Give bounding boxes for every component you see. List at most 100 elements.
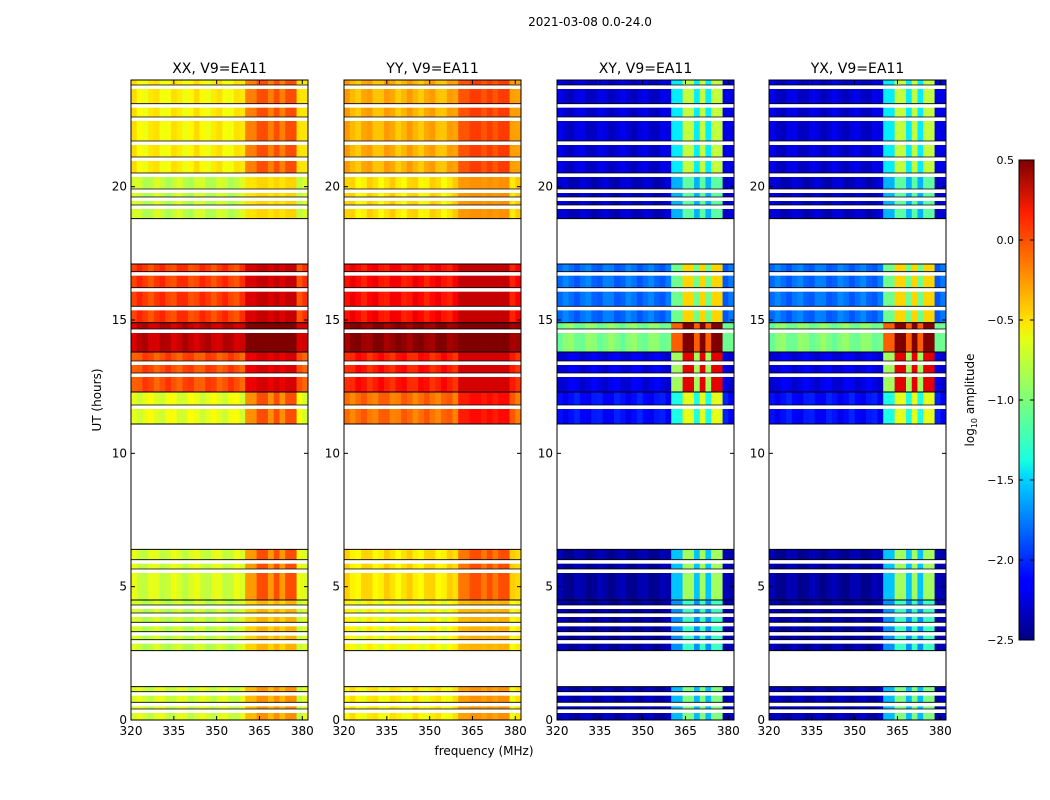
colorbar-label-prefix: log [963, 428, 977, 446]
heatmap-cell [774, 352, 781, 392]
heatmap-cell [676, 173, 684, 219]
heatmap-cell [642, 80, 649, 174]
heatmap-cell [636, 549, 644, 600]
heatmap-cell [486, 173, 493, 219]
heatmap-cell [279, 80, 286, 174]
heatmap-cell [153, 264, 160, 323]
heatmap-cell [233, 549, 240, 600]
heatmap-cell [170, 352, 178, 392]
heatmap-cell [654, 173, 661, 219]
flagged-row [344, 622, 521, 627]
heatmap-cell [917, 173, 924, 219]
heatmap-cell [498, 80, 505, 174]
panel-frame [556, 79, 735, 721]
heatmap-cell [699, 549, 706, 600]
heatmap-cell [900, 549, 907, 600]
heatmap-cell [871, 80, 878, 174]
heatmap-cell [608, 173, 615, 219]
heatmap-cell [515, 173, 522, 219]
heatmap-cell [614, 549, 621, 600]
heatmap-cell [769, 322, 776, 352]
heatmap-cell [182, 549, 189, 600]
flagged-row [344, 373, 521, 377]
heatmap-cell [596, 322, 604, 352]
heatmap-cell [285, 264, 292, 323]
flagged-row [557, 85, 734, 89]
heatmap-cell [808, 173, 816, 219]
heatmap-cell [355, 352, 362, 392]
x-axis-label: frequency (MHz) [434, 744, 533, 758]
heatmap-cell [923, 80, 930, 174]
flagged-row [769, 605, 946, 609]
heatmap-cell [296, 352, 303, 392]
heatmap-cell [401, 322, 408, 352]
heatmap-cell [871, 322, 878, 352]
heatmap-cell [837, 352, 844, 392]
heatmap-cell [256, 264, 263, 323]
heatmap-cell [302, 549, 309, 600]
heatmap-cell [429, 352, 436, 392]
flagged-row [131, 405, 308, 409]
heatmap-cell [786, 264, 793, 323]
heatmap-cell [574, 549, 581, 600]
heatmap-cell [596, 352, 604, 392]
heatmap-cell [568, 80, 575, 174]
heatmap-cell [705, 173, 712, 219]
heatmap-cell [791, 549, 798, 600]
heatmap-cell [435, 80, 442, 174]
y-tick-label: 5 [545, 580, 553, 594]
heatmap-cell [498, 352, 505, 392]
flagged-row [769, 373, 946, 377]
heatmap-segment [344, 548, 522, 601]
heatmap-cell [786, 80, 793, 174]
heatmap-cell [216, 549, 223, 600]
heatmap-cell [378, 173, 385, 219]
heatmap-cell [228, 173, 235, 219]
heatmap-cell [831, 549, 838, 600]
heatmap-cell [131, 264, 138, 323]
heatmap-cell [636, 173, 644, 219]
colorbar: 0.5 0.0 −0.5 −1.0 −1.5 −2.0 −2.5 log10 amplitu… [963, 154, 1035, 647]
heatmap-cell [395, 352, 402, 392]
heatmap-cell [383, 80, 391, 174]
flagged-row [344, 613, 521, 617]
heatmap-cell [716, 173, 723, 219]
heatmap-cell [591, 322, 598, 352]
heatmap-cell [774, 264, 781, 323]
flagged-row [557, 605, 734, 609]
heatmap-cell [659, 264, 666, 323]
heatmap-cell [608, 322, 615, 352]
heatmap-cell [814, 352, 821, 392]
heatmap-cell [296, 549, 303, 600]
heatmap-cell [888, 352, 896, 392]
heatmap-cell [441, 352, 448, 392]
heatmap-cell [568, 173, 575, 219]
heatmap-segment [344, 79, 522, 174]
heatmap-cell [463, 352, 471, 392]
heatmap-cell [296, 264, 303, 323]
heatmap-cell [233, 173, 240, 219]
heatmap-cell [446, 80, 453, 174]
x-tick-label: 320 [333, 724, 356, 738]
heatmap-cell [515, 352, 522, 392]
flagged-row [131, 631, 308, 636]
heatmap-cell [245, 549, 252, 600]
heatmap-cell [366, 549, 373, 600]
heatmap-cell [372, 264, 379, 323]
heatmap-cell [486, 549, 493, 600]
heatmap-segment [557, 263, 735, 324]
flagged-row [557, 189, 734, 193]
heatmap-cell [233, 352, 240, 392]
flagged-row [131, 173, 308, 177]
heatmap-cell [900, 352, 907, 392]
heatmap-cell [608, 352, 615, 392]
heatmap-cell [361, 173, 368, 219]
heatmap-cell [591, 264, 598, 323]
heatmap-cell [176, 173, 183, 219]
heatmap-cell [928, 264, 935, 323]
heatmap-cell [848, 80, 856, 174]
heatmap-cell [614, 322, 621, 352]
heatmap-cell [165, 322, 172, 352]
flagged-row [344, 117, 521, 121]
heatmap-cell [940, 322, 947, 352]
